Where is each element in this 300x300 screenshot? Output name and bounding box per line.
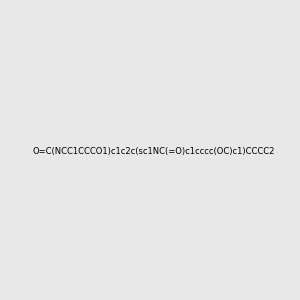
Text: O=C(NCC1CCCO1)c1c2c(sc1NC(=O)c1cccc(OC)c1)CCCC2: O=C(NCC1CCCO1)c1c2c(sc1NC(=O)c1cccc(OC)c… [33,147,275,156]
